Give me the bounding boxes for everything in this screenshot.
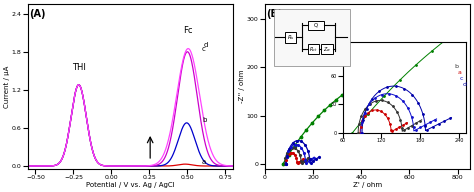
Text: a: a [202, 159, 206, 165]
Text: THI: THI [72, 63, 86, 72]
Y-axis label: Current / μA: Current / μA [4, 65, 10, 108]
Y-axis label: -Z'' / ohm: -Z'' / ohm [239, 70, 245, 103]
Text: Fc: Fc [183, 26, 193, 35]
Text: b: b [202, 117, 207, 123]
X-axis label: Potential / V vs. Ag / AgCl: Potential / V vs. Ag / AgCl [86, 182, 175, 188]
Text: (A): (A) [29, 9, 46, 19]
Text: e: e [456, 41, 460, 50]
X-axis label: Z' / ohm: Z' / ohm [353, 182, 382, 188]
Text: d: d [203, 42, 208, 48]
Text: c: c [202, 46, 206, 52]
Text: (B): (B) [266, 9, 282, 19]
